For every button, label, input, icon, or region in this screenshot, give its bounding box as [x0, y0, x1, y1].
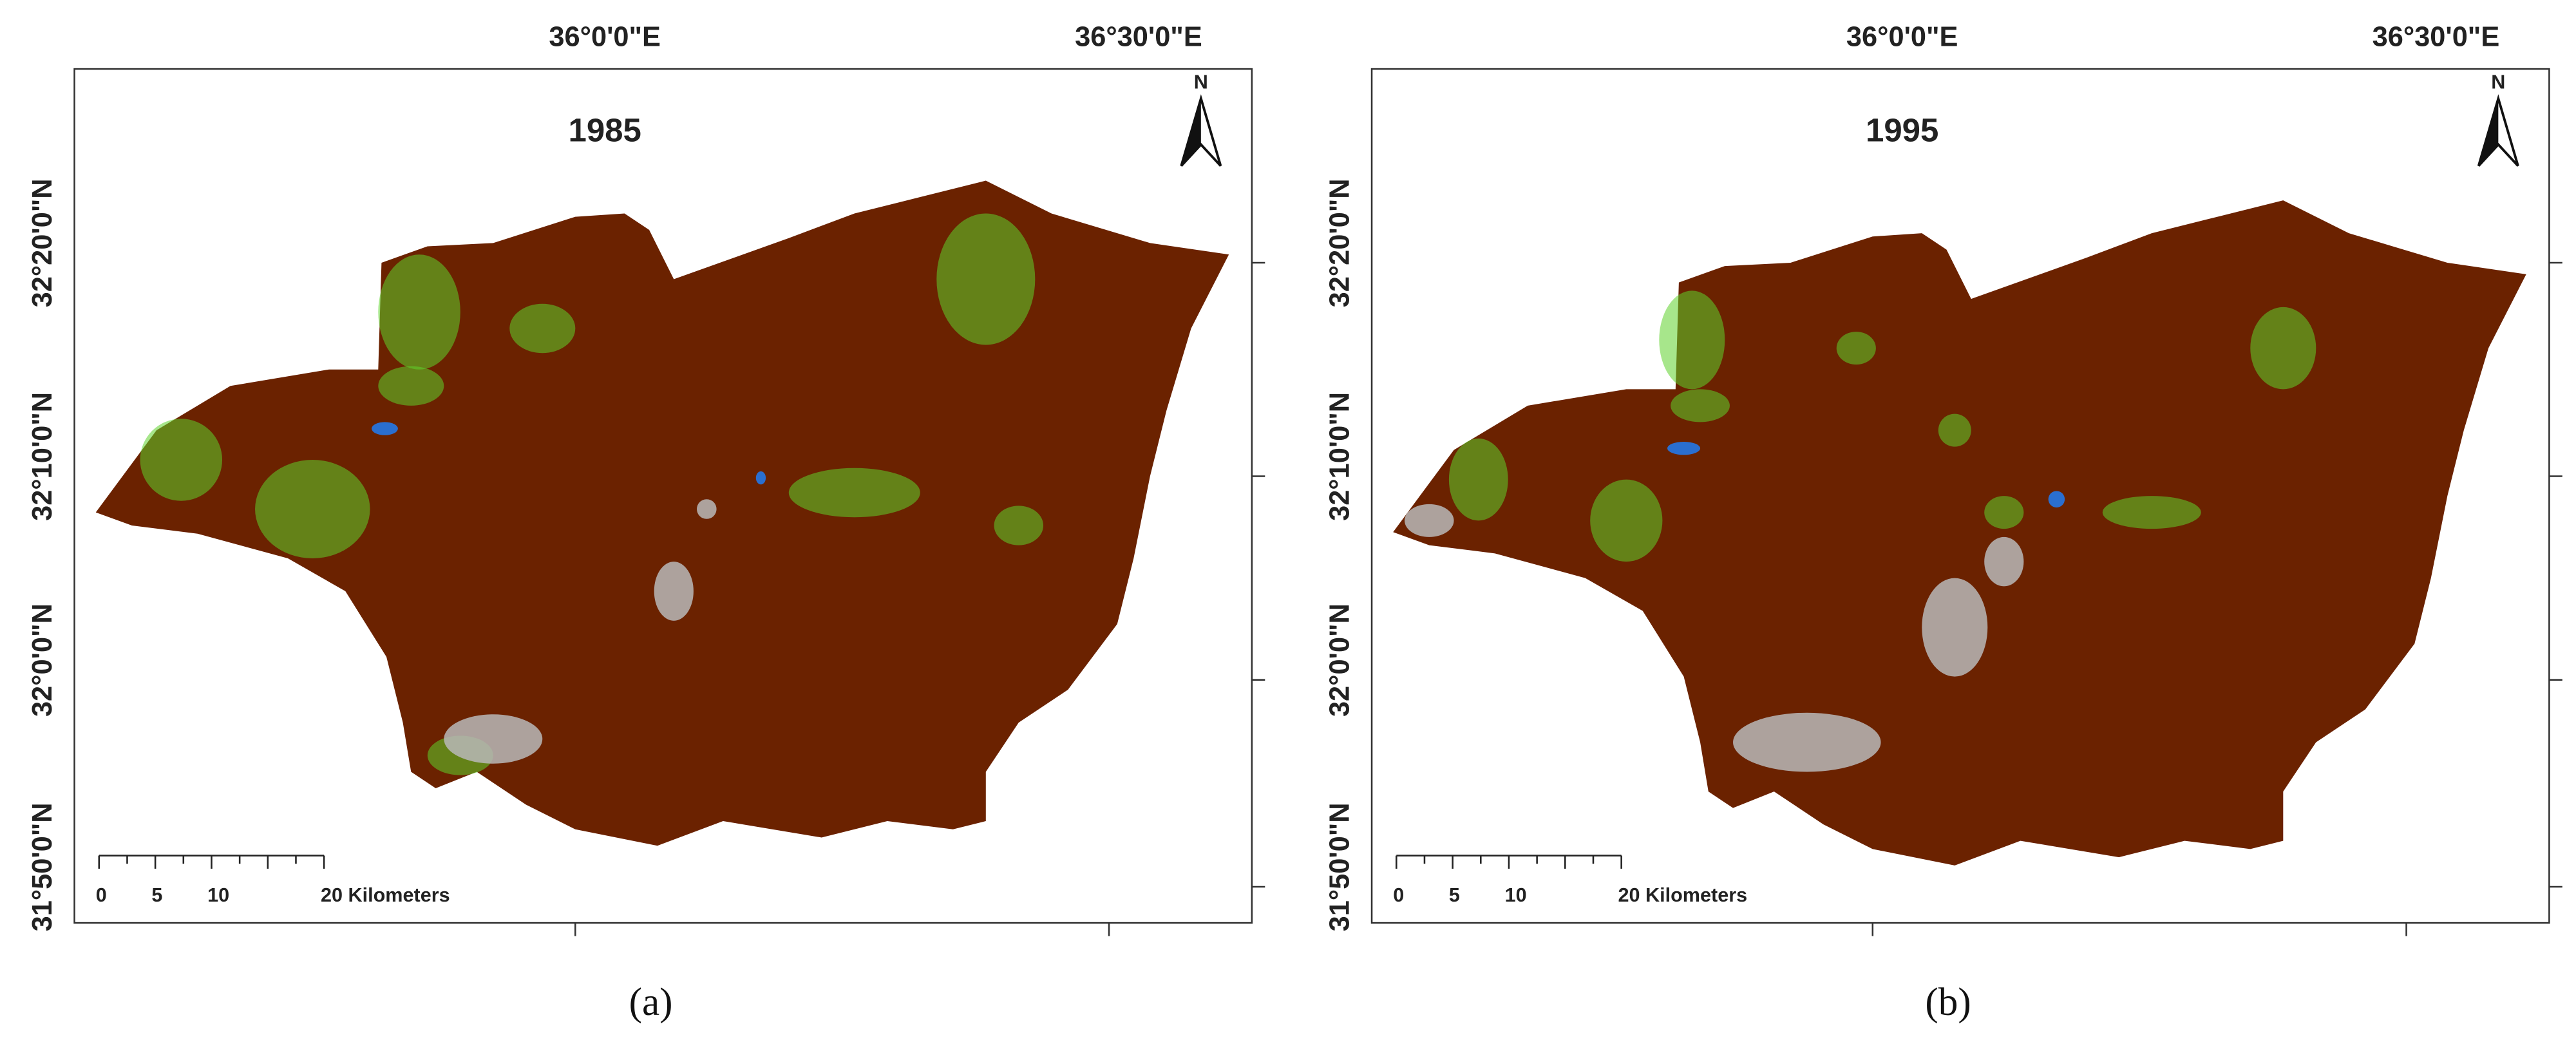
panel-caption: (b) — [1925, 980, 1971, 1024]
longitude-label: 36°0'0"E — [549, 21, 661, 52]
north-arrow-fill — [1181, 99, 1201, 166]
latitude-label: 32°10'0"N — [1324, 392, 1355, 521]
water-body — [755, 471, 766, 485]
scale-label: 20 Kilometers — [321, 884, 450, 906]
scale-label: 5 — [1449, 884, 1460, 906]
latitude-label: 31°50'0"N — [1324, 802, 1355, 931]
urban-patch — [444, 714, 543, 764]
vegetation-patch — [255, 460, 370, 558]
vegetation-patch — [140, 419, 223, 501]
land-cover-map — [1393, 200, 2526, 866]
map-panel: 1985 N 36°0'0"E 36°30'0"E 32°20'0"N 32°10'0"N… — [27, 21, 1265, 1024]
north-label: N — [2491, 71, 2505, 93]
land-cover-map — [95, 180, 1229, 846]
vegetation-patch — [509, 303, 576, 354]
vegetation-patch — [1448, 438, 1508, 521]
urban-patch — [697, 499, 717, 519]
urban-patch — [1405, 504, 1454, 537]
urban-patch — [1922, 578, 1988, 677]
north-label: N — [1194, 71, 1208, 93]
scale-label: 0 — [96, 884, 107, 906]
urban-patch — [654, 562, 694, 621]
longitude-label: 36°30'0"E — [2372, 21, 2500, 52]
vegetation-patch — [788, 468, 920, 518]
urban-patch — [1733, 712, 1881, 772]
vegetation-patch — [1984, 496, 2024, 529]
longitude-label: 36°30'0"E — [1075, 21, 1202, 52]
scale-label: 0 — [1393, 884, 1404, 906]
scale-label: 10 — [1505, 884, 1527, 906]
latitude-label: 32°20'0"N — [27, 178, 58, 307]
scale-label: 5 — [151, 884, 162, 906]
map-title: 1985 — [568, 111, 641, 148]
vegetation-patch — [378, 254, 460, 370]
latitude-label: 31°50'0"N — [27, 802, 58, 931]
latitude-label: 32°0'0"N — [1324, 603, 1355, 717]
vegetation-patch — [1659, 290, 1725, 390]
vegetation-patch — [1671, 389, 1730, 422]
study-area — [95, 180, 1229, 846]
study-area — [1393, 200, 2526, 866]
longitude-label: 36°0'0"E — [1846, 21, 1958, 52]
vegetation-patch — [378, 366, 444, 406]
water-body — [372, 422, 398, 435]
vegetation-patch — [1938, 413, 1971, 447]
panel-caption: (a) — [629, 980, 673, 1024]
vegetation-patch — [1590, 479, 1663, 562]
water-body — [2048, 491, 2065, 507]
vegetation-patch — [994, 506, 1044, 545]
vegetation-patch — [2250, 307, 2316, 390]
latitude-label: 32°10'0"N — [27, 392, 58, 521]
scale-label: 20 Kilometers — [1618, 884, 1748, 906]
vegetation-patch — [2102, 496, 2201, 529]
vegetation-patch — [1836, 332, 1876, 365]
map-panel: 1995 N 36°0'0"E 36°30'0"E 32°20'0"N 32°10'0"N… — [1324, 21, 2562, 1024]
urban-patch — [1984, 536, 2024, 587]
water-body — [1667, 441, 1701, 455]
map-frame — [73, 68, 1253, 924]
north-arrow-fill — [2478, 99, 2499, 166]
map-title: 1995 — [1866, 111, 1938, 148]
vegetation-patch — [936, 213, 1036, 345]
map-frame — [1370, 68, 2550, 924]
latitude-label: 32°0'0"N — [27, 603, 58, 717]
scale-label: 10 — [207, 884, 229, 906]
latitude-label: 32°20'0"N — [1324, 178, 1355, 307]
